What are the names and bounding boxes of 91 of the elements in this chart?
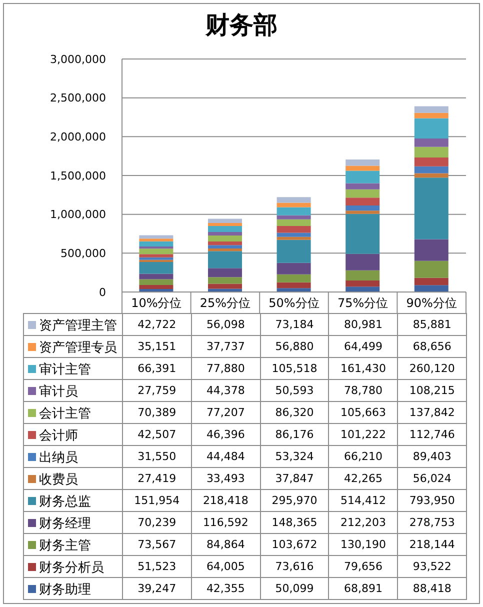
data-label: 116,592	[191, 512, 260, 534]
data-label: 77,207	[191, 402, 260, 424]
data-label: 27,419	[122, 468, 192, 490]
data-label: 112,746	[398, 424, 466, 446]
data-label: 103,672	[260, 534, 329, 556]
legend-label: 资产管理专员	[39, 340, 117, 356]
data-label: 130,190	[328, 534, 398, 556]
data-label: 56,024	[398, 468, 466, 490]
data-label: 66,210	[328, 446, 398, 468]
data-label: 50,099	[260, 578, 329, 600]
data-label: 46,396	[191, 424, 260, 446]
data-label: 88,418	[398, 578, 466, 600]
data-label: 148,365	[260, 512, 329, 534]
legend-label: 审计主管	[39, 362, 91, 378]
data-label: 212,203	[328, 512, 398, 534]
y-tick-label: 3,000,000	[50, 52, 106, 66]
data-label: 73,184	[260, 314, 329, 336]
chart-title: 财务部	[204, 9, 278, 41]
x-tick-label: 50%分位	[268, 296, 320, 310]
data-label: 86,320	[260, 402, 329, 424]
data-label: 42,507	[122, 424, 192, 446]
data-label: 64,499	[328, 336, 398, 358]
legend-label: 财务经理	[39, 516, 91, 532]
data-label: 105,663	[328, 402, 398, 424]
legend-label: 收费员	[39, 472, 78, 488]
data-label: 278,753	[398, 512, 466, 534]
legend-label: 财务主管	[39, 538, 91, 554]
x-tick-label: 10%分位	[131, 296, 182, 310]
data-label: 137,842	[398, 402, 466, 424]
legend-label: 财务总监	[39, 494, 91, 510]
data-label: 79,656	[328, 556, 398, 578]
data-label: 78,780	[328, 380, 398, 402]
data-label: 56,880	[260, 336, 329, 358]
data-label: 514,412	[328, 490, 398, 512]
y-tick-label: 0	[99, 286, 106, 299]
data-label: 218,144	[398, 534, 466, 556]
data-label: 108,215	[398, 380, 466, 402]
data-label: 260,120	[398, 358, 466, 380]
data-label: 84,864	[191, 534, 260, 556]
legend-label: 资产管理主管	[39, 318, 117, 334]
data-label: 42,355	[191, 578, 260, 600]
data-label: 161,430	[328, 358, 398, 380]
data-label: 89,403	[398, 446, 466, 468]
x-tick-label: 25%分位	[200, 296, 251, 310]
legend-label: 会计师	[39, 428, 78, 444]
data-label: 93,522	[398, 556, 466, 578]
legend-label: 会计主管	[39, 406, 91, 422]
data-label: 151,954	[122, 490, 192, 512]
legend-label: 财务分析员	[39, 560, 104, 576]
y-tick-label: 2,000,000	[50, 130, 106, 144]
data-label: 86,176	[260, 424, 329, 446]
legend-label: 出纳员	[39, 450, 78, 466]
data-label: 37,847	[260, 468, 329, 490]
data-label: 56,098	[191, 314, 260, 336]
data-label: 35,151	[122, 336, 192, 358]
y-tick-label: 1,500,000	[50, 169, 106, 182]
data-label: 53,324	[260, 446, 329, 468]
data-label: 80,981	[328, 314, 398, 336]
data-label: 73,616	[260, 556, 329, 578]
data-label: 295,970	[260, 490, 329, 512]
legend-label: 审计员	[39, 384, 78, 400]
data-label: 793,950	[398, 490, 466, 512]
data-label: 66,391	[122, 358, 192, 380]
x-tick-label: 75%分位	[337, 296, 388, 310]
data-label: 44,484	[191, 446, 260, 468]
y-tick-label: 500,000	[60, 247, 106, 260]
data-label: 37,737	[191, 336, 260, 358]
data-label: 39,247	[122, 578, 192, 600]
data-label: 42,722	[122, 314, 192, 336]
data-label: 68,891	[328, 578, 398, 600]
data-label: 31,550	[122, 446, 192, 468]
data-label: 64,005	[191, 556, 260, 578]
data-label: 44,378	[191, 380, 260, 402]
data-label: 218,418	[191, 490, 260, 512]
data-label: 70,239	[122, 512, 192, 534]
data-label: 33,493	[191, 468, 260, 490]
data-label: 68,656	[398, 336, 466, 358]
legend-label: 财务助理	[39, 582, 91, 598]
data-label: 101,222	[328, 424, 398, 446]
y-tick-label: 1,000,000	[50, 208, 106, 222]
y-tick-label: 2,500,000	[50, 92, 106, 105]
data-label: 70,389	[122, 402, 192, 424]
data-label: 77,880	[191, 358, 260, 380]
data-label: 105,518	[260, 358, 329, 380]
data-label: 50,593	[260, 380, 329, 402]
x-tick-label: 90%分位	[406, 296, 457, 310]
data-label: 27,759	[122, 380, 192, 402]
data-label: 51,523	[122, 556, 192, 578]
data-label: 85,881	[398, 314, 466, 336]
data-label: 73,567	[122, 534, 192, 556]
data-label: 42,265	[328, 468, 398, 490]
